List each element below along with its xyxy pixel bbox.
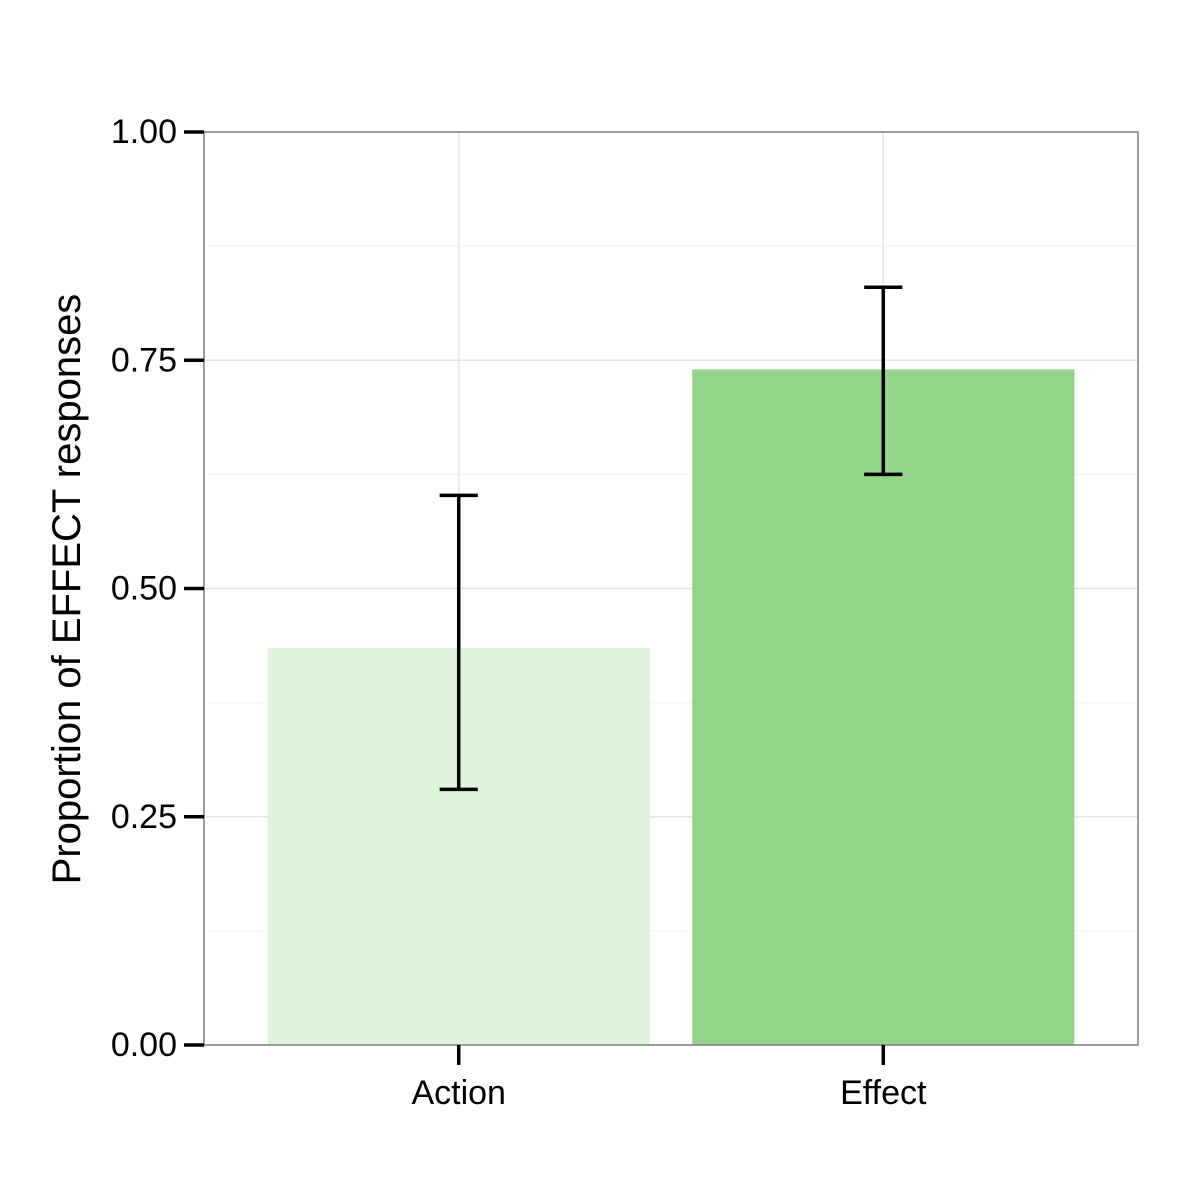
y-tick-label: 0.50 <box>111 570 177 608</box>
x-tick-label-effect: Effect <box>840 1074 927 1112</box>
error-bar-action <box>439 493 478 792</box>
y-axis: 0.00 0.25 0.50 0.75 1.00 <box>111 113 204 1064</box>
bars <box>267 369 1075 1045</box>
y-tick-label: 0.00 <box>111 1026 177 1064</box>
x-axis: Action Effect <box>411 1045 927 1112</box>
y-tick-label: 1.00 <box>111 113 177 151</box>
y-tick-label: 0.25 <box>111 798 177 836</box>
y-tick-label: 0.75 <box>111 341 177 379</box>
x-tick-label-action: Action <box>411 1074 506 1112</box>
y-axis-title: Proportion of EFFECT responses <box>45 294 89 885</box>
error-bar-effect <box>864 285 903 477</box>
bar-effect <box>692 369 1075 1045</box>
error-bars <box>439 285 903 792</box>
